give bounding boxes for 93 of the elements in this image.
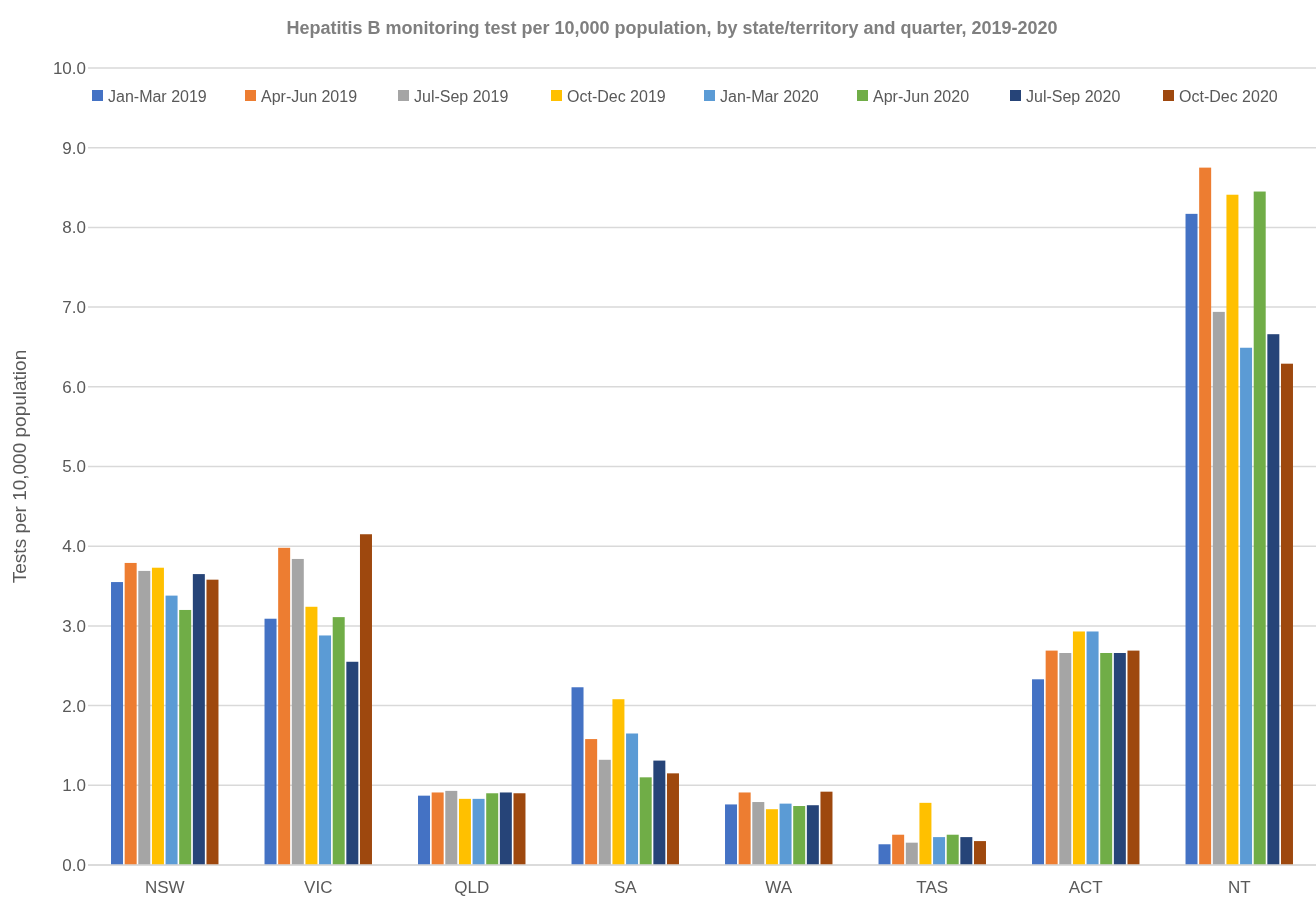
bar: [1127, 650, 1140, 865]
y-tick-label: 5.0: [62, 457, 86, 477]
bar: [418, 795, 431, 865]
legend-label: Jul-Sep 2019: [414, 87, 509, 105]
legend-label: Jan-Mar 2020: [720, 87, 819, 105]
bar: [1253, 191, 1266, 865]
bar: [1100, 653, 1113, 865]
bar: [806, 805, 819, 865]
y-tick-label: 7.0: [62, 298, 86, 318]
bar: [445, 790, 458, 865]
bar: [486, 793, 499, 865]
y-tick-label: 3.0: [62, 616, 86, 636]
bar: [779, 803, 792, 865]
bar: [124, 562, 137, 865]
bar: [1072, 631, 1085, 865]
bar: [513, 793, 526, 865]
bar: [919, 802, 932, 865]
x-tick-label: ACT: [1068, 878, 1103, 897]
y-axis-title: Tests per 10,000 population: [9, 349, 30, 584]
y-tick-label: 9.0: [62, 138, 86, 158]
bar: [1045, 650, 1058, 865]
bar: [1212, 311, 1225, 865]
bar: [752, 802, 765, 865]
bar: [499, 792, 512, 865]
bar: [1226, 194, 1239, 865]
bar: [1113, 653, 1126, 865]
bar: [332, 617, 345, 865]
bar: [1280, 363, 1293, 865]
bar: [206, 579, 219, 865]
bar: [278, 547, 291, 865]
bar: [598, 759, 611, 865]
bar: [666, 773, 679, 865]
bar: [725, 804, 738, 865]
bar: [1032, 679, 1045, 865]
x-tick-label: SA: [613, 878, 638, 897]
bar: [793, 806, 806, 865]
chart-title: Hepatitis B monitoring test per 10,000 population, by state/territory and quarter, 2019-2020: [286, 18, 1058, 38]
bar: [653, 760, 666, 865]
bar: [291, 558, 304, 865]
y-tick-label: 6.0: [62, 377, 86, 397]
bar: [431, 792, 444, 865]
y-tick-label: 0.0: [62, 855, 86, 875]
bar: [151, 567, 164, 865]
x-tick-label: NT: [1227, 878, 1251, 897]
x-tick-label: QLD: [454, 878, 490, 897]
bar: [765, 809, 778, 865]
legend-label: Apr-Jun 2020: [873, 87, 970, 105]
bar: [946, 834, 959, 865]
bar: [319, 635, 332, 865]
legend-label: Jul-Sep 2020: [1026, 87, 1121, 105]
bar: [571, 687, 584, 865]
bar: [138, 570, 151, 865]
bar: [165, 595, 178, 865]
bar: [192, 574, 205, 865]
y-tick-label: 1.0: [62, 776, 86, 796]
bar: [1199, 167, 1212, 865]
bar: [639, 777, 652, 865]
legend-label: Jan-Mar 2019: [108, 87, 207, 105]
bar: [820, 791, 833, 865]
bar: [111, 582, 124, 865]
bar: [933, 837, 946, 865]
bar: [585, 739, 598, 865]
bar: [346, 661, 359, 865]
bar: [179, 609, 192, 865]
bar: [1240, 347, 1253, 865]
bar: [892, 834, 905, 865]
bar: [738, 792, 751, 865]
legend-label: Oct-Dec 2019: [567, 87, 666, 105]
bar: [1059, 653, 1072, 865]
bar: [612, 699, 625, 865]
y-tick-label: 2.0: [62, 696, 86, 716]
x-tick-label: NSW: [144, 878, 185, 897]
bar: [305, 606, 318, 865]
bar: [458, 798, 471, 865]
bar: [973, 841, 986, 865]
bar: [1185, 213, 1198, 865]
y-tick-label: 4.0: [62, 537, 86, 557]
bar: [1086, 631, 1099, 865]
bar: [264, 618, 277, 865]
bar: [1267, 334, 1280, 865]
bar: [878, 844, 891, 865]
legend-label: Apr-Jun 2019: [261, 87, 358, 105]
y-tick-label: 8.0: [62, 218, 86, 238]
x-tick-label: WA: [765, 878, 793, 897]
x-tick-label: TAS: [916, 878, 949, 897]
bar: [626, 733, 639, 865]
bar: [960, 837, 973, 865]
x-tick-label: VIC: [304, 878, 333, 897]
legend-label: Oct-Dec 2020: [1179, 87, 1278, 105]
y-tick-label: 10.0: [52, 58, 86, 78]
bar: [905, 842, 918, 865]
bar: [472, 798, 485, 865]
bar: [359, 534, 372, 865]
